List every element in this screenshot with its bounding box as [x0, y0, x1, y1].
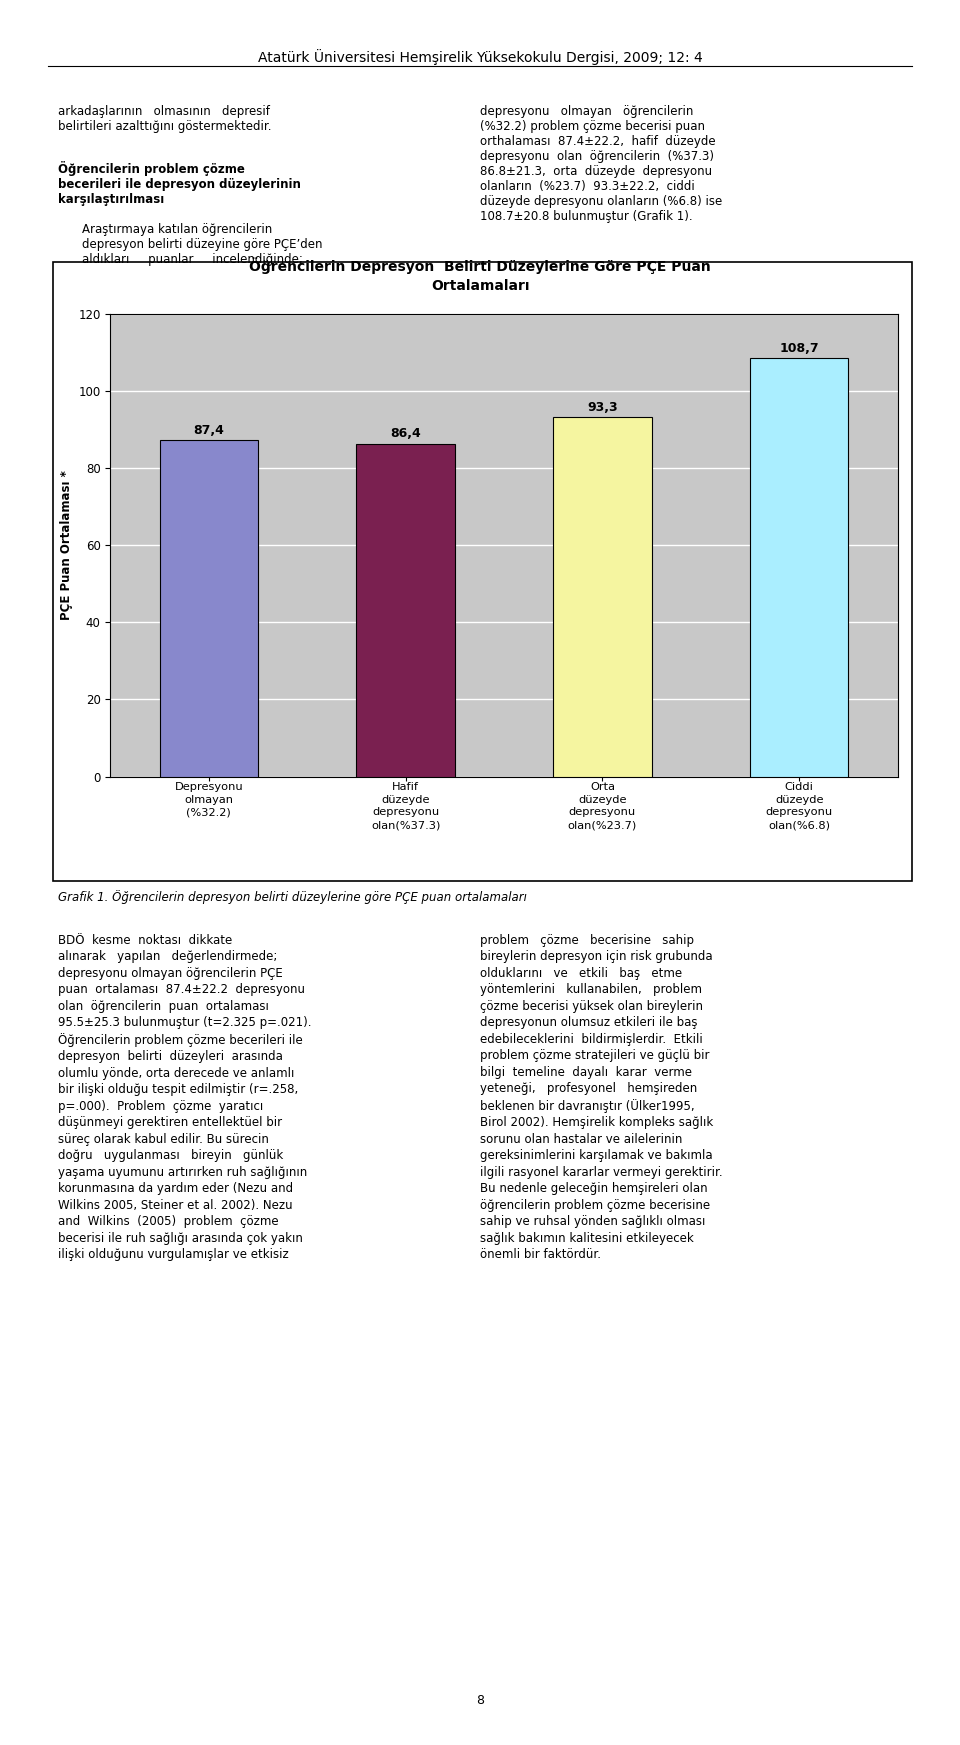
- Text: Araştırmaya katılan öğrencilerin
depresyon belirti düzeyine göre PÇE’den
aldıkla: Araştırmaya katılan öğrencilerin depresy…: [82, 223, 323, 267]
- Text: Öğrencilerin problem çözme
becerileri ile depresyon düzeylerinin
karşılaştırılma: Öğrencilerin problem çözme becerileri il…: [58, 161, 300, 206]
- Text: arkadaşlarının   olmasının   depresif
belirtileri azalttığını göstermektedir.: arkadaşlarının olmasının depresif belirt…: [58, 105, 271, 133]
- Text: Depresyonu
olmayan
(%32.2): Depresyonu olmayan (%32.2): [175, 782, 243, 817]
- Text: 93,3: 93,3: [588, 401, 617, 414]
- Text: depresyonu   olmayan   öğrencilerin
(%32.2) problem çözme becerisi puan
orthalam: depresyonu olmayan öğrencilerin (%32.2) …: [480, 105, 722, 223]
- Text: Ortalamaları: Ortalamaları: [431, 279, 529, 293]
- Text: 87,4: 87,4: [193, 424, 225, 436]
- Text: Hafif
düzeyde
depresyonu
olan(%37.3): Hafif düzeyde depresyonu olan(%37.3): [371, 782, 441, 831]
- Text: Orta
düzeyde
depresyonu
olan(%23.7): Orta düzeyde depresyonu olan(%23.7): [567, 782, 637, 831]
- Y-axis label: PÇE Puan Ortalaması *: PÇE Puan Ortalaması *: [60, 471, 73, 619]
- Bar: [553, 417, 652, 777]
- Text: Atatürk Üniversitesi Hemşirelik Yüksekokulu Dergisi, 2009; 12: 4: Atatürk Üniversitesi Hemşirelik Yüksekok…: [257, 49, 703, 65]
- Text: BDÖ  kesme  noktası  dikkate
alınarak   yapılan   değerlendirmede;
depresyonu ol: BDÖ kesme noktası dikkate alınarak yapıl…: [58, 934, 311, 1262]
- Bar: [159, 440, 258, 777]
- Text: Öğrencilerin Depresyon  Belirti Düzeylerine Göre PÇE Puan: Öğrencilerin Depresyon Belirti Düzeyleri…: [250, 257, 710, 274]
- Text: Grafik 1. Öğrencilerin depresyon belirti düzeylerine göre PÇE puan ortalamaları: Grafik 1. Öğrencilerin depresyon belirti…: [58, 890, 526, 904]
- Text: 108,7: 108,7: [780, 342, 819, 354]
- Bar: [750, 358, 849, 777]
- Bar: [356, 443, 455, 777]
- Text: 86,4: 86,4: [390, 428, 421, 440]
- Text: problem   çözme   becerisine   sahip
bireylerin depresyon için risk grubunda
old: problem çözme becerisine sahip bireyleri…: [480, 934, 723, 1262]
- Text: Ciddi
düzeyde
depresyonu
olan(%6.8): Ciddi düzeyde depresyonu olan(%6.8): [766, 782, 832, 831]
- Text: 8: 8: [476, 1694, 484, 1707]
